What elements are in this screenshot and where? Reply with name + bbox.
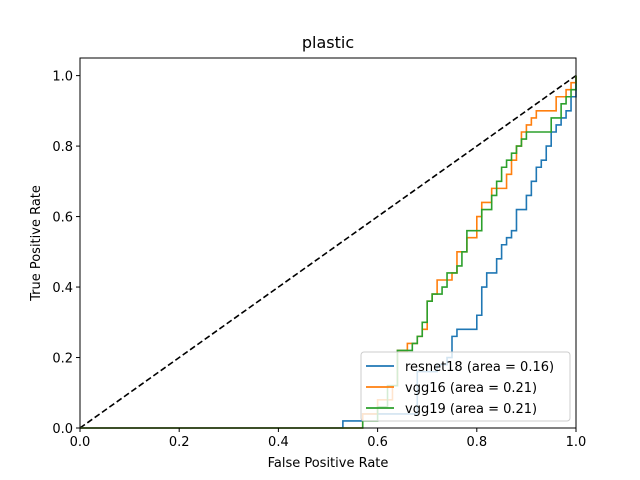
x-axis-title: False Positive Rate <box>268 456 389 471</box>
y-tick-label: 0.4 <box>52 281 73 296</box>
x-tick-label: 0.4 <box>268 435 289 450</box>
chart-title: plastic <box>302 33 354 52</box>
x-axis: 0.0 0.2 0.4 0.6 0.8 1.0 <box>70 428 587 450</box>
legend-label-1: vgg16 (area = 0.21) <box>405 381 537 396</box>
x-tick-label: 0.2 <box>169 435 190 450</box>
chance-diagonal-line <box>79 74 577 429</box>
y-tick-label: 0.2 <box>52 352 73 367</box>
legend-box <box>360 351 571 422</box>
legend-label-0: resnet18 (area = 0.16) <box>405 360 554 375</box>
axes-frame <box>79 57 577 429</box>
series-line-2 <box>80 75 577 429</box>
y-axis: 0.0 0.2 0.4 0.6 0.8 1.0 <box>52 70 80 437</box>
y-axis-title: True Positive Rate <box>29 185 44 302</box>
y-tick-label: 0.8 <box>52 140 73 155</box>
y-tick-label: 0.0 <box>52 422 73 437</box>
x-tick-label: 1.0 <box>566 435 587 450</box>
legend-label-2: vgg19 (area = 0.21) <box>405 402 537 417</box>
x-tick-label: 0.0 <box>70 435 91 450</box>
x-tick-label: 0.6 <box>367 435 388 450</box>
y-tick-label: 1.0 <box>52 70 73 85</box>
y-tick-label: 0.6 <box>52 211 73 226</box>
legend: resnet18 (area = 0.16) vgg16 (area = 0.21… <box>360 351 571 422</box>
x-tick-label: 0.8 <box>466 435 487 450</box>
